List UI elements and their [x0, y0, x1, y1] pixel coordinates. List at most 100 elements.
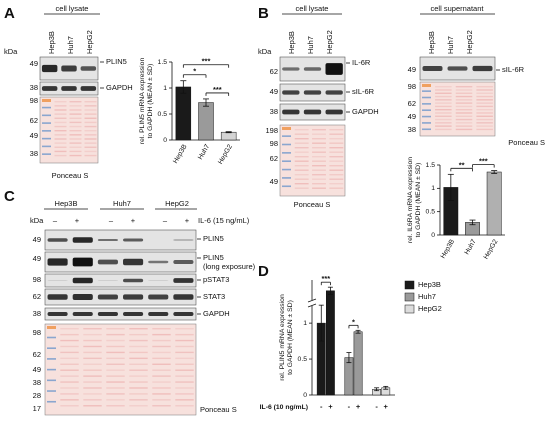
panel-label: A: [4, 5, 15, 22]
y-axis-label: to GAPDH (MEAN ± SD): [415, 163, 422, 238]
y-tick-label: 0: [303, 392, 307, 399]
kda-marker: 62: [270, 154, 278, 163]
blot: [44, 307, 197, 321]
y-axis-label: to GAPDH (MEAN ± SD): [287, 300, 294, 375]
treatment-label: –: [109, 216, 114, 225]
ponceau-band: [84, 150, 97, 153]
ponceau-band: [476, 128, 493, 131]
blot-band: [173, 294, 194, 300]
ponceau-band: [435, 86, 452, 88]
ponceau-band: [84, 109, 97, 111]
lane-label: Huh7: [66, 36, 75, 54]
kda-marker: 62: [33, 350, 41, 359]
protein-label: sIL-6R: [502, 65, 525, 74]
ponceau-band: [106, 363, 125, 365]
lane-label: Huh7: [446, 36, 455, 54]
ponceau-band: [83, 345, 102, 348]
ladder-band: [42, 137, 51, 140]
blot-band: [72, 257, 93, 267]
ponceau-band: [54, 142, 67, 144]
ladder-band: [42, 145, 51, 148]
ponceau-band: [435, 109, 452, 111]
ponceau-band: [329, 169, 344, 171]
protein-label: PLIN5: [106, 57, 127, 66]
significance-label: *: [352, 317, 355, 326]
kda-marker: 38: [33, 378, 41, 387]
blot-band: [80, 66, 97, 71]
blot-band: [123, 294, 144, 300]
ponceau-band: [152, 387, 171, 389]
ponceau-band: [129, 405, 148, 407]
ponceau-band: [60, 393, 79, 395]
ponceau-band: [312, 129, 326, 131]
legend-swatch: [404, 304, 415, 314]
ponceau-band: [83, 381, 102, 383]
ponceau-band: [69, 154, 82, 157]
x-tick-label: -: [375, 402, 378, 411]
blot-band: [325, 90, 343, 95]
kda-marker: 38: [270, 107, 278, 116]
ladder-band: [282, 143, 291, 146]
ponceau-band: [69, 130, 82, 132]
ponceau-band: [435, 102, 452, 104]
legend-swatch: [404, 292, 415, 302]
y-axis-label: rel. PLIN5 mRNA expression: [279, 294, 286, 381]
ponceau-band: [84, 121, 97, 124]
ponceau-band: [129, 333, 148, 336]
ponceau-label: Ponceau S: [294, 200, 331, 209]
lane-label: Hep3B: [427, 31, 436, 54]
treatment-label: +: [185, 216, 190, 225]
ponceau-band: [476, 122, 493, 124]
ponceau-band: [175, 351, 194, 354]
ponceau-band: [455, 89, 473, 91]
ladder-band: [422, 128, 431, 131]
group-label: HepG2: [165, 199, 189, 208]
ponceau-band: [69, 146, 82, 148]
x-tick-label: -: [348, 402, 351, 411]
protein-label: sIL-6R: [352, 87, 375, 96]
blot-band: [61, 65, 77, 72]
blot-band: [148, 294, 169, 300]
kda-marker: 17: [33, 404, 41, 413]
ponceau-band: [329, 165, 344, 167]
break-mark: [307, 303, 317, 308]
blot: [44, 288, 197, 306]
blot-band: [282, 109, 300, 115]
ponceau-band: [106, 357, 125, 360]
ponceau-band: [83, 357, 102, 360]
ponceau-band: [60, 345, 79, 348]
ponceau-band: [106, 405, 125, 407]
ponceau-band: [329, 156, 344, 158]
ponceau-band: [294, 187, 309, 189]
ponceau-band: [54, 146, 67, 148]
ladder-band: [47, 379, 56, 382]
ponceau-band: [175, 387, 194, 389]
ponceau-band: [152, 339, 171, 342]
blot-band: [47, 258, 68, 266]
bar: [198, 102, 214, 141]
ponceau-band: [455, 128, 473, 131]
blot-band: [173, 312, 194, 316]
ponceau-band: [106, 328, 125, 330]
ponceau-band: [435, 89, 452, 91]
ponceau-band: [129, 363, 148, 365]
y-axis-label: rel. PLIN5 mRNA expression: [139, 58, 146, 145]
blot-band: [148, 312, 169, 316]
ladder-band: [47, 336, 56, 339]
y-tick-label: 0: [431, 232, 435, 239]
ponceau-band: [129, 357, 148, 360]
legend-label: Hep3B: [418, 280, 441, 289]
blot-band: [123, 238, 144, 242]
ponceau-band: [435, 122, 452, 124]
break-gap: [308, 300, 316, 306]
ponceau-band: [476, 105, 493, 108]
ponceau-band: [476, 125, 493, 127]
blot: [44, 273, 197, 288]
treatment-label: +: [131, 216, 136, 225]
ponceau-band: [175, 405, 194, 407]
ladder-band: [282, 177, 291, 179]
y-axis-label: rel. IL6RA mRNA expression: [407, 157, 414, 243]
ponceau-band: [83, 328, 102, 330]
panel-label: B: [258, 5, 269, 22]
